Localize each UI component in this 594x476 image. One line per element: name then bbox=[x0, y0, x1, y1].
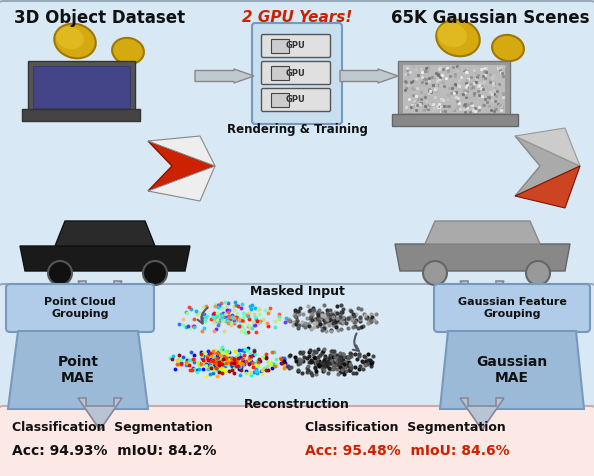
Polygon shape bbox=[515, 166, 580, 208]
Ellipse shape bbox=[437, 23, 467, 47]
FancyBboxPatch shape bbox=[271, 93, 289, 107]
FancyBboxPatch shape bbox=[0, 1, 594, 296]
Circle shape bbox=[143, 261, 167, 285]
Circle shape bbox=[423, 261, 447, 285]
Polygon shape bbox=[392, 114, 518, 126]
Polygon shape bbox=[33, 66, 130, 108]
Polygon shape bbox=[395, 244, 570, 271]
Text: GPU: GPU bbox=[286, 96, 306, 105]
Text: Classification  Segmentation: Classification Segmentation bbox=[12, 422, 213, 435]
Text: 65K Gaussian Scenes: 65K Gaussian Scenes bbox=[391, 9, 589, 27]
Polygon shape bbox=[148, 136, 215, 166]
Text: 3D Object Dataset: 3D Object Dataset bbox=[14, 9, 185, 27]
Text: GPU: GPU bbox=[286, 41, 306, 50]
Ellipse shape bbox=[54, 24, 96, 58]
Polygon shape bbox=[195, 69, 254, 83]
Polygon shape bbox=[403, 65, 505, 113]
Polygon shape bbox=[440, 331, 584, 409]
Text: Classification  Segmentation: Classification Segmentation bbox=[305, 422, 505, 435]
Text: GPU: GPU bbox=[286, 69, 306, 78]
Text: Rendering & Training: Rendering & Training bbox=[226, 122, 368, 136]
Ellipse shape bbox=[436, 20, 480, 56]
FancyBboxPatch shape bbox=[0, 284, 594, 419]
Text: Point Cloud
Grouping: Point Cloud Grouping bbox=[44, 297, 116, 319]
Ellipse shape bbox=[112, 38, 144, 64]
Polygon shape bbox=[20, 246, 190, 271]
Text: 2 GPU Years!: 2 GPU Years! bbox=[242, 10, 352, 26]
Ellipse shape bbox=[56, 27, 84, 49]
Polygon shape bbox=[398, 61, 510, 116]
Polygon shape bbox=[340, 69, 398, 83]
Polygon shape bbox=[55, 221, 155, 246]
FancyBboxPatch shape bbox=[261, 34, 330, 58]
Polygon shape bbox=[460, 398, 504, 430]
Circle shape bbox=[526, 261, 550, 285]
Polygon shape bbox=[425, 221, 540, 244]
Polygon shape bbox=[8, 331, 148, 409]
Polygon shape bbox=[515, 128, 580, 166]
FancyBboxPatch shape bbox=[261, 89, 330, 111]
Polygon shape bbox=[460, 281, 504, 313]
Polygon shape bbox=[28, 61, 135, 111]
Circle shape bbox=[48, 261, 72, 285]
Polygon shape bbox=[515, 136, 580, 196]
Text: Reconstruction: Reconstruction bbox=[244, 397, 350, 410]
FancyBboxPatch shape bbox=[271, 66, 289, 80]
FancyBboxPatch shape bbox=[261, 61, 330, 85]
Polygon shape bbox=[78, 281, 122, 313]
Polygon shape bbox=[78, 398, 122, 430]
FancyBboxPatch shape bbox=[0, 406, 594, 476]
Text: Gaussian Feature
Grouping: Gaussian Feature Grouping bbox=[457, 297, 567, 319]
FancyBboxPatch shape bbox=[6, 284, 154, 332]
FancyBboxPatch shape bbox=[434, 284, 590, 332]
FancyBboxPatch shape bbox=[252, 23, 342, 124]
FancyBboxPatch shape bbox=[271, 39, 289, 53]
Polygon shape bbox=[22, 109, 140, 121]
Polygon shape bbox=[148, 166, 215, 201]
Text: Acc: 95.48%  mIoU: 84.6%: Acc: 95.48% mIoU: 84.6% bbox=[305, 444, 510, 458]
Polygon shape bbox=[148, 141, 215, 191]
Text: Gaussian
MAE: Gaussian MAE bbox=[476, 355, 548, 385]
Text: Acc: 94.93%  mIoU: 84.2%: Acc: 94.93% mIoU: 84.2% bbox=[12, 444, 216, 458]
Text: Masked Input: Masked Input bbox=[249, 285, 345, 298]
Text: Point
MAE: Point MAE bbox=[58, 355, 99, 385]
Ellipse shape bbox=[492, 35, 524, 61]
